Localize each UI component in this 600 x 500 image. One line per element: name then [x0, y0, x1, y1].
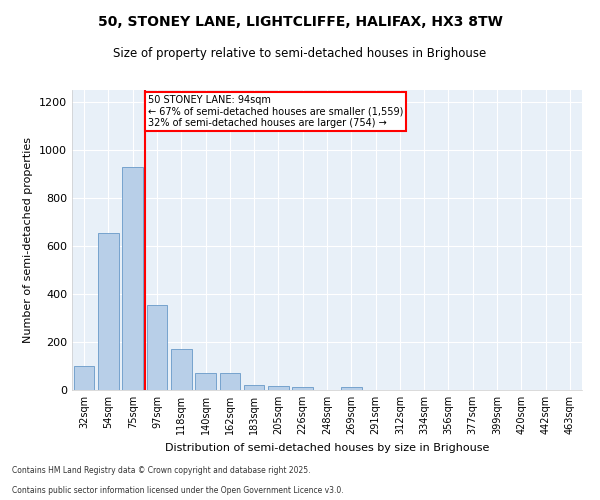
- Text: Contains HM Land Registry data © Crown copyright and database right 2025.: Contains HM Land Registry data © Crown c…: [12, 466, 311, 475]
- Bar: [122, 167, 143, 390]
- Text: 50, STONEY LANE, LIGHTCLIFFE, HALIFAX, HX3 8TW: 50, STONEY LANE, LIGHTCLIFFE, HALIFAX, H…: [98, 15, 502, 29]
- Bar: [244, 385, 265, 390]
- Text: Contains public sector information licensed under the Open Government Licence v3: Contains public sector information licen…: [12, 486, 344, 495]
- Bar: [171, 349, 191, 390]
- Y-axis label: Number of semi-detached properties: Number of semi-detached properties: [23, 137, 34, 343]
- X-axis label: Distribution of semi-detached houses by size in Brighouse: Distribution of semi-detached houses by …: [165, 442, 489, 452]
- Bar: [220, 372, 240, 390]
- Bar: [268, 386, 289, 390]
- Bar: [146, 305, 167, 390]
- Bar: [98, 233, 119, 390]
- Text: 50 STONEY LANE: 94sqm
← 67% of semi-detached houses are smaller (1,559)
32% of s: 50 STONEY LANE: 94sqm ← 67% of semi-deta…: [148, 95, 403, 128]
- Bar: [195, 372, 216, 390]
- Bar: [292, 386, 313, 390]
- Text: Size of property relative to semi-detached houses in Brighouse: Size of property relative to semi-detach…: [113, 48, 487, 60]
- Bar: [74, 366, 94, 390]
- Bar: [341, 386, 362, 390]
